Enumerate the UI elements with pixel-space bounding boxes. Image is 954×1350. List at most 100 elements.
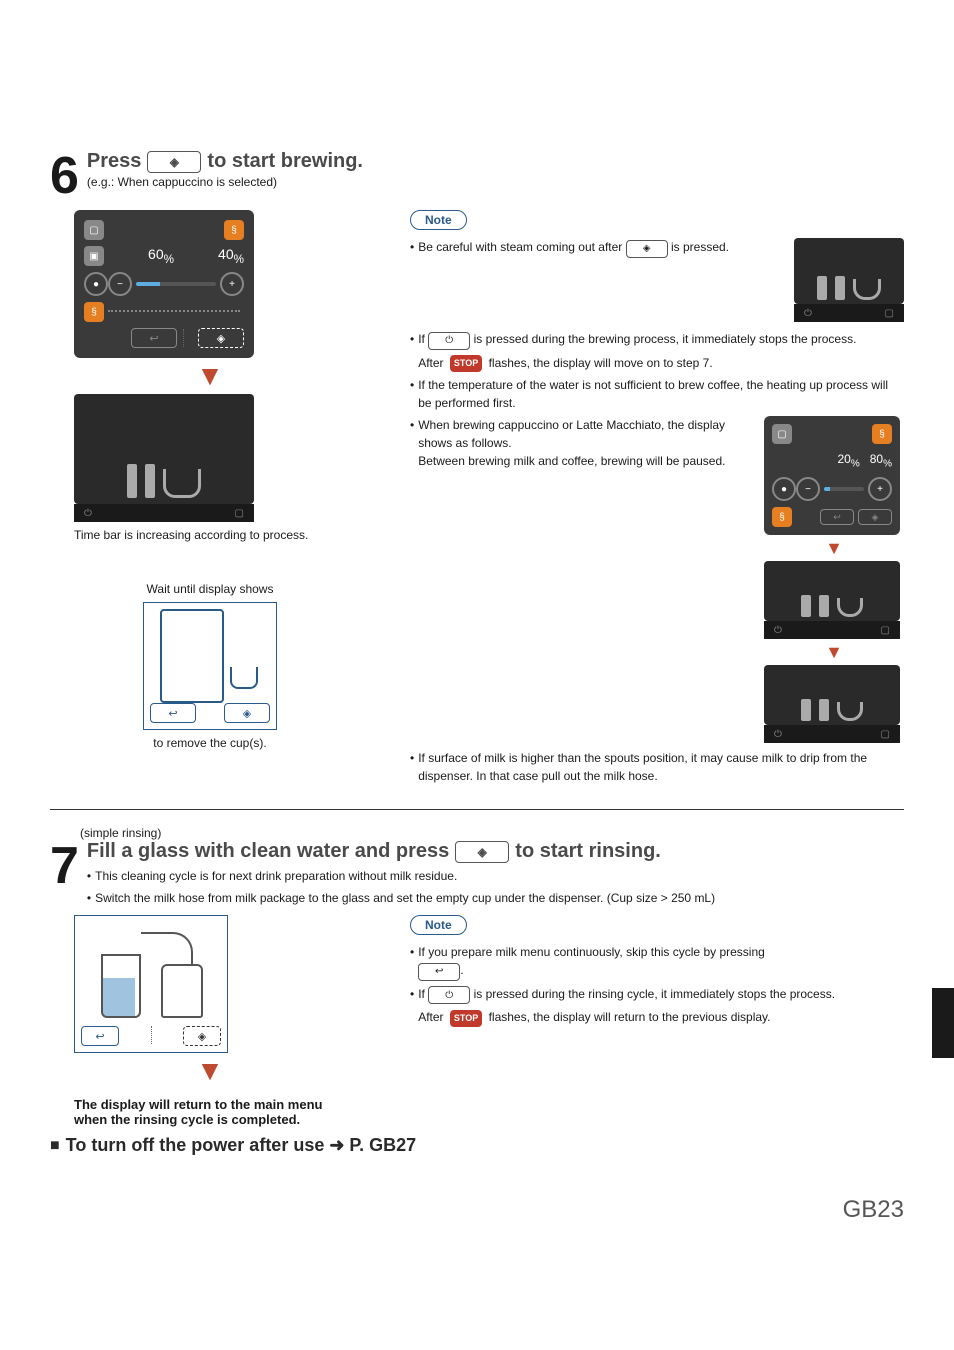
step-7-left-column: ↩ ◈ ▼ The display will return to the mai… — [50, 915, 370, 1127]
step-6-right-column: Note • Be careful with steam coming out … — [410, 210, 904, 793]
wait-box: Wait until display shows ↩ ◈ to remove t… — [50, 582, 370, 750]
sm-pct-left: 20% — [837, 450, 859, 471]
step-6-subtitle: (e.g.: When cappuccino is selected) — [87, 175, 904, 189]
sm-pct-right: 80% — [870, 450, 892, 471]
step-7-number: 7 — [50, 840, 79, 892]
sm-minus-icon: − — [796, 477, 820, 501]
square-bullet-icon: ■ — [50, 1137, 60, 1155]
milk-icon: § — [224, 220, 244, 240]
note4a: When brewing cappuccino or Latte Macchia… — [418, 418, 725, 450]
start-btn-rinse: ◈ — [183, 1026, 221, 1046]
step7-b1: This cleaning cycle is for next drink pr… — [95, 867, 457, 885]
stop-badge-1: STOP — [450, 355, 482, 373]
arrow-down-1: ▼ — [50, 362, 370, 390]
plus-icon: + — [220, 272, 244, 296]
step-6-heading-pre: Press — [87, 150, 142, 173]
back-btn-rinse: ↩ — [81, 1026, 119, 1046]
note2-post: is pressed during the brewing process, i… — [474, 332, 857, 346]
right-photo-2 — [764, 665, 900, 725]
right-photo-1 — [764, 561, 900, 621]
s7-note1-post: . — [460, 963, 463, 977]
steam-photo — [794, 238, 904, 304]
timebar-caption: Time bar is increasing according to proc… — [74, 528, 370, 542]
remove-cup-illustration: ↩ ◈ — [143, 602, 277, 730]
step-6-left-column: ▢ § ▣ 60% 40% ● − + § — [50, 210, 370, 793]
step-6-header: 6 Press ◈ to start brewing. (e.g.: When … — [50, 150, 904, 202]
start-btn-sketch: ◈ — [224, 703, 270, 723]
power-strip-2: ⏻ ▢ — [794, 304, 904, 322]
rinsing-illustration: ↩ ◈ — [74, 915, 228, 1053]
step7-heading-post: to start rinsing. — [515, 840, 661, 863]
step-7-header: 7 Fill a glass with clean water and pres… — [50, 840, 904, 911]
minus-icon: − — [108, 272, 132, 296]
poweroff-heading: ■ To turn off the power after use ➜ P. G… — [50, 1135, 904, 1156]
sm-milk2-icon: § — [772, 507, 792, 527]
slider-bar — [136, 282, 216, 286]
stop-badge-2: STOP — [450, 1010, 482, 1028]
s7-note2-after-post: flashes, the display will return to the … — [489, 1010, 771, 1024]
separator-1 — [50, 809, 904, 810]
note5: If surface of milk is higher than the sp… — [418, 749, 904, 785]
s7-note1-pre: If you prepare milk menu continuously, s… — [418, 945, 765, 959]
back-icon-inline: ↩ — [418, 963, 460, 981]
note-1: • Be careful with steam coming out after… — [410, 238, 904, 322]
pct-left: 60% — [148, 246, 174, 266]
back-btn-sketch: ↩ — [150, 703, 196, 723]
note-2: • If ⏻ is pressed during the brewing pro… — [410, 330, 904, 785]
cup-single-icon: ▢ — [84, 220, 104, 240]
sm-milk-icon: § — [872, 424, 892, 444]
step-6-number: 6 — [50, 150, 79, 202]
sm-start-btn: ◈ — [858, 509, 892, 525]
start-button-icon: ◈ — [147, 151, 201, 173]
step-7-right-column: Note • If you prepare milk menu continuo… — [410, 915, 904, 1127]
note2-pre: If — [418, 332, 425, 346]
step7-b2: Switch the milk hose from milk package t… — [95, 889, 715, 907]
note2-after-post: flashes, the display will move on to ste… — [489, 356, 713, 370]
arrow-down-4: ▼ — [50, 1057, 370, 1085]
wait-text-bottom: to remove the cup(s). — [50, 736, 370, 750]
back-disp-button: ↩ — [131, 328, 177, 348]
sm-slider — [824, 487, 864, 491]
dotted-bar — [108, 310, 240, 315]
cup-indicator-icon: ▢ — [235, 508, 244, 519]
spout-illustration — [127, 452, 201, 504]
power-icon-inline: ⏻ — [428, 332, 470, 350]
start-button-icon-2: ◈ — [455, 841, 509, 863]
s7-note2-post: is pressed during the rinsing cycle, it … — [474, 987, 836, 1001]
steam-photo-block: ⏻ ▢ — [794, 238, 904, 322]
page-number: GB23 — [50, 1196, 904, 1224]
cup-double-icon: ▣ — [84, 246, 104, 266]
power-strip-4: ⏻▢ — [764, 725, 900, 743]
return-msg: The display will return to the main menu… — [74, 1097, 354, 1127]
step-6-heading: Press ◈ to start brewing. — [87, 150, 904, 173]
power-strip-3: ⏻▢ — [764, 621, 900, 639]
milk2-icon: § — [84, 302, 104, 322]
wait-text-top: Wait until display shows — [50, 582, 370, 596]
arrow-down-2: ▼ — [764, 539, 904, 557]
poweroff-text: To turn off the power after use ➜ P. GB2… — [66, 1135, 416, 1156]
sm-back-btn: ↩ — [820, 509, 854, 525]
bean-icon: ● — [84, 272, 108, 296]
display-panel-cappuccino: ▢ § ▣ 60% 40% ● − + § — [74, 210, 254, 358]
start-disp-button: ◈ — [198, 328, 244, 348]
note1-post: is pressed. — [671, 240, 729, 254]
brewing-photo — [74, 394, 254, 504]
s7-note2-after-pre: After — [418, 1010, 443, 1024]
note-label-1: Note — [410, 210, 467, 230]
right-panels-stack: ▢ § 20% 80% ●− + § ↩◈ ▼ — [764, 416, 904, 743]
note3: If the temperature of the water is not s… — [418, 376, 904, 412]
s7-note2-pre: If — [418, 987, 425, 1001]
step7-heading-pre: Fill a glass with clean water and press — [87, 840, 449, 863]
sm-plus-icon: + — [868, 477, 892, 501]
simple-rinsing-label: (simple rinsing) — [80, 826, 904, 840]
display-panel-small: ▢ § 20% 80% ●− + § ↩◈ — [764, 416, 900, 535]
note2-after-pre: After — [418, 356, 443, 370]
sm-cup-icon: ▢ — [772, 424, 792, 444]
power-strip-1: ⏻ ▢ — [74, 504, 254, 522]
sm-bean-icon: ● — [772, 477, 796, 501]
brewing-photo-block: ⏻ ▢ — [74, 394, 254, 522]
side-tab — [932, 988, 954, 1058]
note-label-2: Note — [410, 915, 467, 935]
note1-pre: Be careful with steam coming out after — [418, 240, 622, 254]
start-icon-inline-1: ◈ — [626, 240, 668, 258]
